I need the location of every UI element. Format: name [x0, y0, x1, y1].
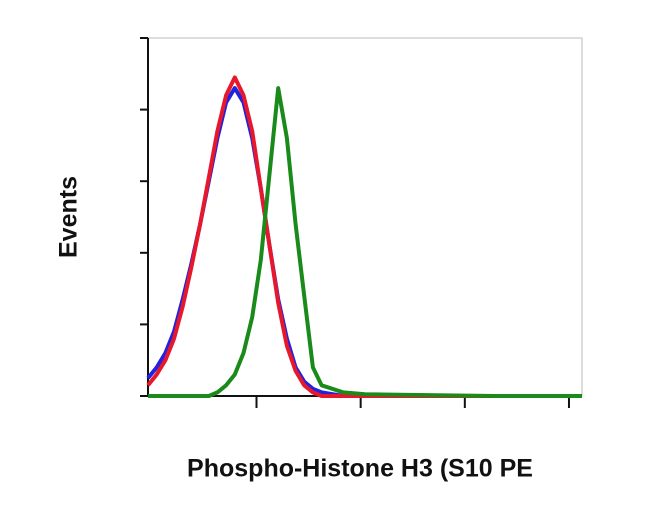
histogram-line	[146, 75, 582, 398]
x-axis-label: Phospho-Histone H3 (S10 PE	[187, 455, 533, 483]
plot-frame	[147, 37, 583, 397]
histogram-line	[146, 86, 582, 398]
histogram-line	[148, 86, 582, 398]
y-axis-label: Events	[55, 176, 83, 258]
